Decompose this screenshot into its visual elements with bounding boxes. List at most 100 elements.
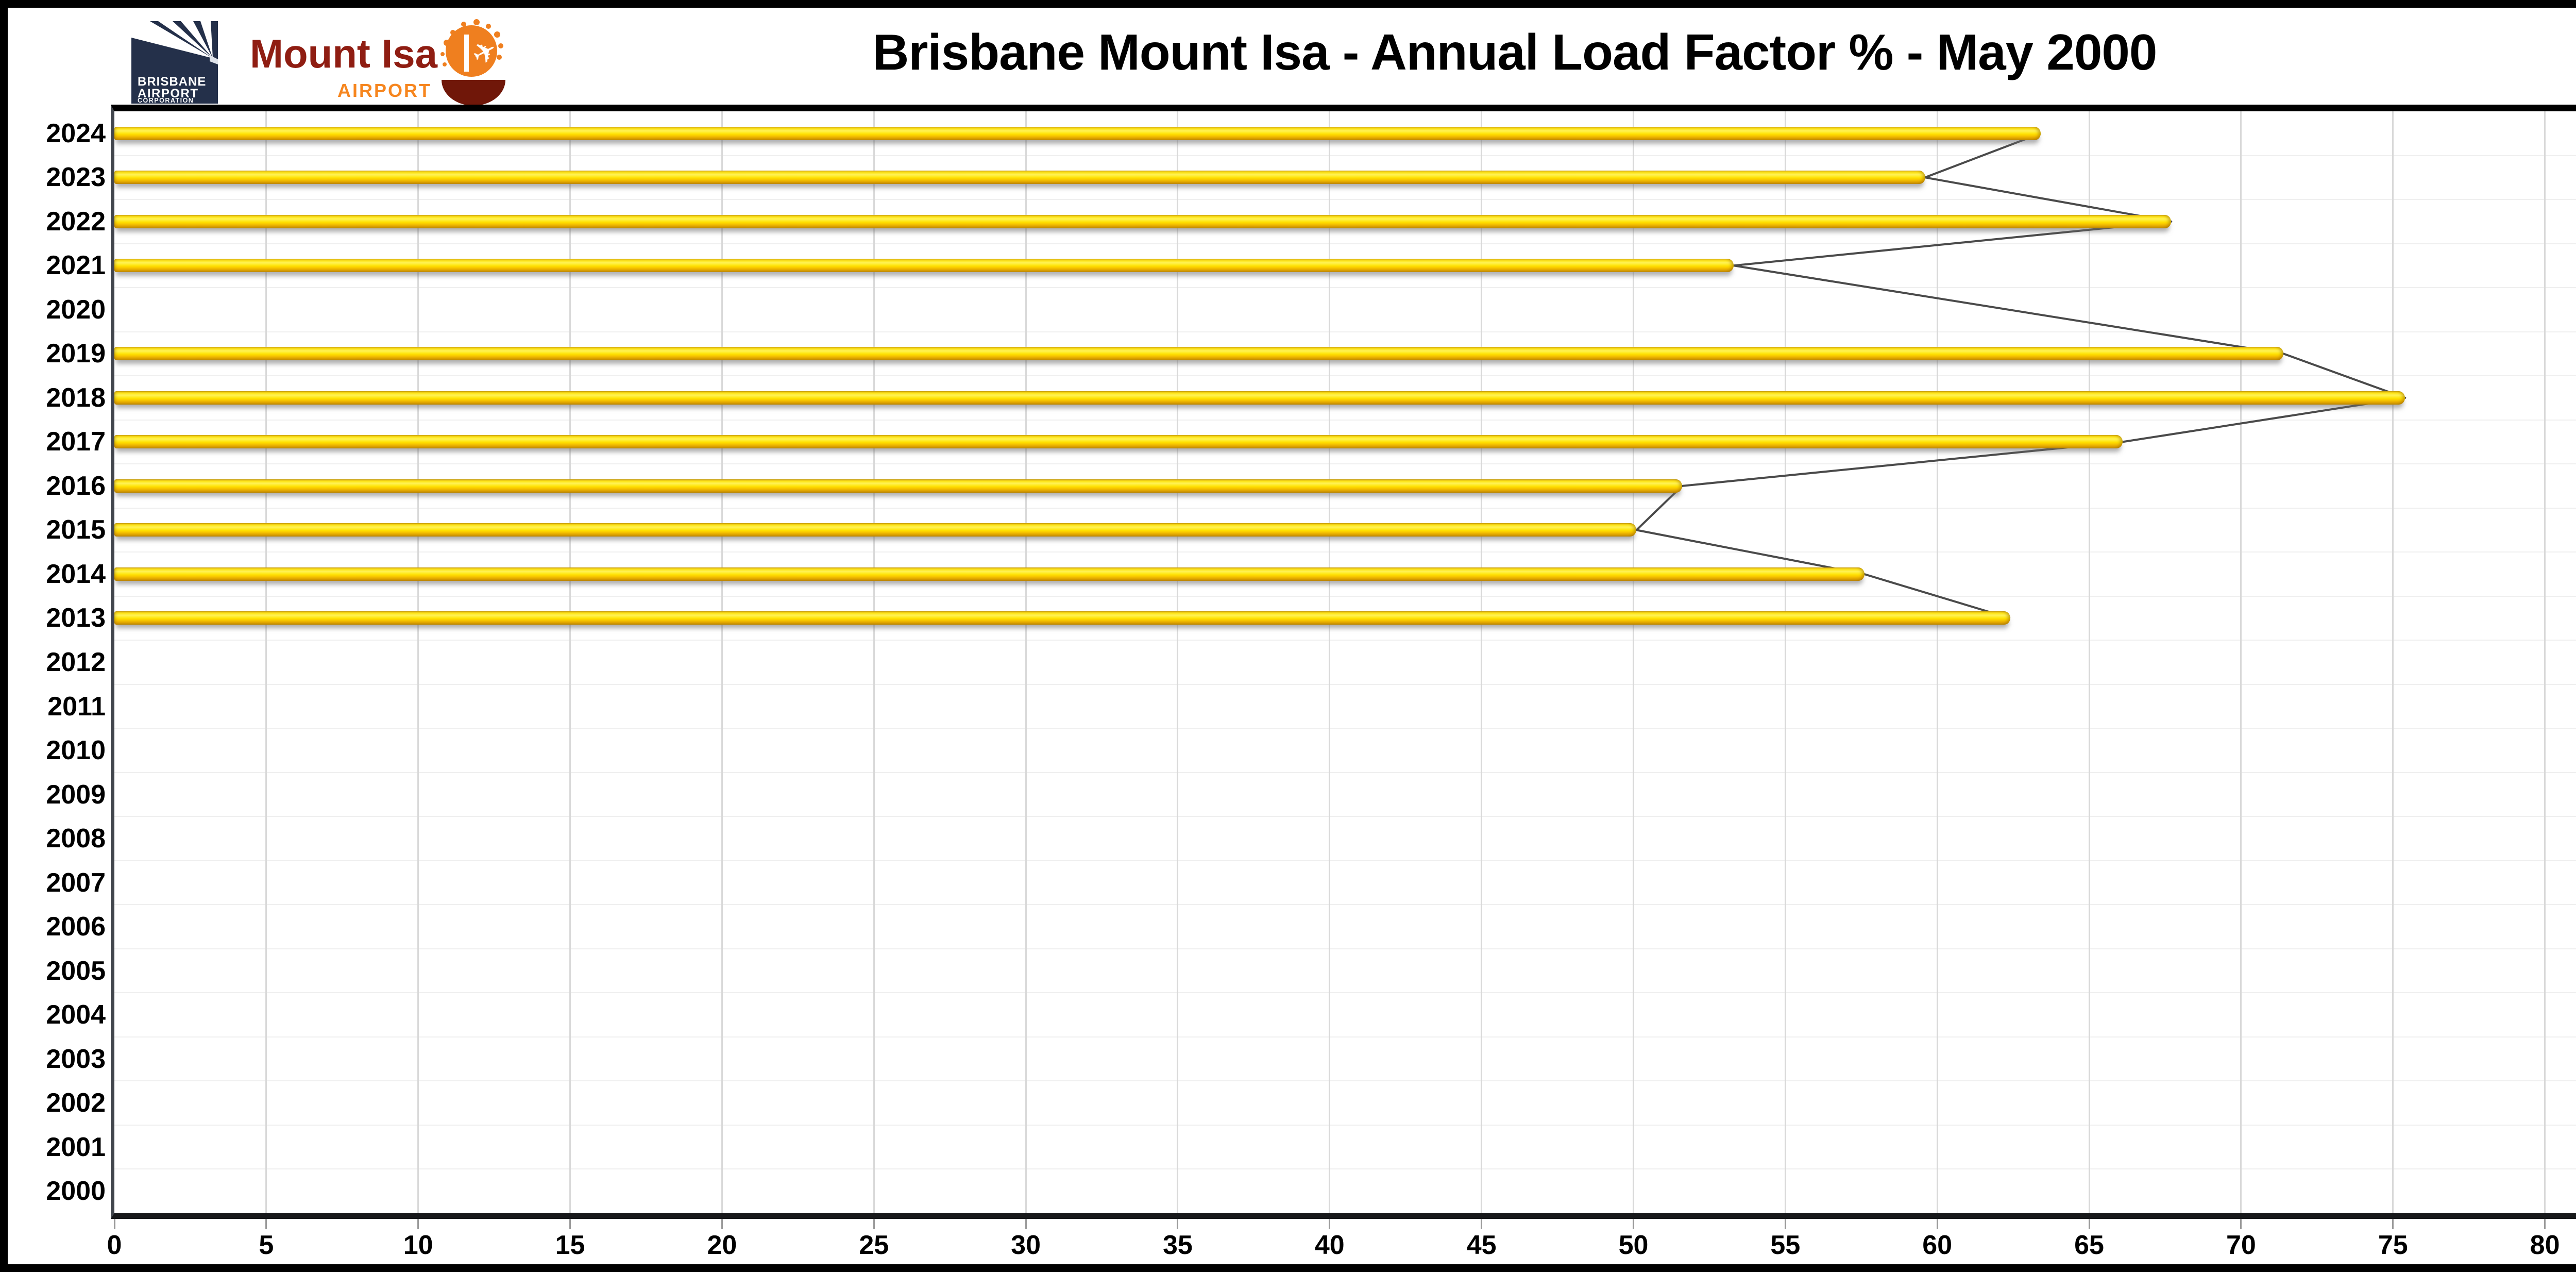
vertical-gridline: [721, 111, 723, 1213]
row-gridline: [114, 992, 2576, 994]
vertical-gridline: [417, 111, 419, 1213]
mount-isa-sun-icon: ✈: [435, 19, 513, 109]
row-gridline: [114, 728, 2576, 729]
bar-2015: [114, 523, 1637, 537]
x-label-55: 55: [1770, 1230, 1801, 1260]
plot-area: [111, 105, 2576, 1219]
row-gridline: [114, 595, 2576, 597]
row-gridline: [114, 816, 2576, 817]
row-gridline: [114, 375, 2576, 377]
x-label-65: 65: [2074, 1230, 2104, 1260]
bar-2018: [114, 391, 2405, 405]
x-tick-mark: [2240, 1219, 2242, 1229]
x-label-20: 20: [707, 1230, 737, 1260]
bar-2023: [114, 171, 1925, 185]
bar-2022: [114, 214, 2172, 228]
x-label-70: 70: [2226, 1230, 2256, 1260]
x-label-50: 50: [1618, 1230, 1649, 1260]
page-title: Brisbane Mount Isa - Annual Load Factor …: [872, 24, 2158, 80]
y-label-2023: 2023: [46, 162, 106, 193]
vertical-gridline: [2392, 111, 2394, 1213]
y-label-2019: 2019: [46, 339, 106, 369]
brisbane-airport-corporation-logo: BRISBANE AIRPORT CORPORATION: [131, 21, 218, 104]
x-label-10: 10: [403, 1230, 433, 1260]
x-tick-mark: [1633, 1219, 1634, 1229]
bar-2014: [114, 567, 1865, 581]
vertical-gridline: [1784, 111, 1786, 1213]
x-tick-mark: [265, 1219, 267, 1229]
x-label-80: 80: [2530, 1230, 2560, 1260]
x-label-0: 0: [107, 1230, 122, 1260]
plot-inner: [114, 111, 2576, 1213]
row-gridline: [114, 1168, 2576, 1170]
y-label-2000: 2000: [46, 1176, 106, 1207]
y-label-2007: 2007: [46, 867, 106, 898]
bar-2013: [114, 611, 2010, 625]
y-label-2006: 2006: [46, 912, 106, 942]
row-gridline: [114, 287, 2576, 289]
row-gridline: [114, 155, 2576, 156]
series-line: [1635, 132, 2406, 620]
y-label-2020: 2020: [46, 294, 106, 325]
bar-2017: [114, 435, 2123, 449]
y-label-2017: 2017: [46, 427, 106, 457]
vertical-gridline: [2088, 111, 2090, 1213]
row-gridline: [114, 419, 2576, 421]
x-label-40: 40: [1314, 1230, 1345, 1260]
x-tick-mark: [1025, 1219, 1027, 1229]
vertical-gridline: [1177, 111, 1179, 1213]
y-label-2015: 2015: [46, 515, 106, 545]
row-gridline: [114, 331, 2576, 332]
y-label-2013: 2013: [46, 603, 106, 633]
y-label-2021: 2021: [46, 250, 106, 281]
bac-logo-line1: BRISBANE: [138, 75, 206, 89]
y-label-2010: 2010: [46, 735, 106, 766]
y-label-2018: 2018: [46, 382, 106, 413]
x-tick-mark: [569, 1219, 571, 1229]
y-label-2002: 2002: [46, 1088, 106, 1118]
y-label-2011: 2011: [47, 691, 106, 722]
row-gridline: [114, 772, 2576, 773]
vertical-gridline: [2240, 111, 2242, 1213]
vertical-gridline: [1936, 111, 1938, 1213]
y-label-2012: 2012: [46, 647, 106, 677]
x-label-30: 30: [1011, 1230, 1041, 1260]
bar-2021: [114, 259, 1734, 273]
x-label-25: 25: [859, 1230, 889, 1260]
x-tick-mark: [1481, 1219, 1483, 1229]
y-label-2003: 2003: [46, 1044, 106, 1074]
vertical-gridline: [2544, 111, 2546, 1213]
row-gridline: [114, 463, 2576, 465]
x-label-5: 5: [259, 1230, 274, 1260]
vertical-gridline: [1633, 111, 1634, 1213]
x-tick-mark: [873, 1219, 875, 1229]
x-tick-mark: [1177, 1219, 1179, 1229]
y-label-2008: 2008: [46, 824, 106, 854]
x-tick-mark: [113, 1219, 115, 1229]
x-tick-mark: [1329, 1219, 1331, 1229]
y-label-2022: 2022: [46, 206, 106, 237]
bar-2024: [114, 126, 2041, 140]
row-gridline: [114, 948, 2576, 949]
row-gridline: [114, 243, 2576, 244]
bac-logo-line3: CORPORATION: [138, 97, 194, 104]
x-tick-mark: [2088, 1219, 2090, 1229]
bac-logo-icon: BRISBANE AIRPORT CORPORATION: [131, 21, 218, 104]
row-gridline: [114, 640, 2576, 641]
row-gridline: [114, 904, 2576, 906]
y-label-2014: 2014: [46, 559, 106, 589]
x-tick-mark: [2392, 1219, 2394, 1229]
mount-isa-airport-logo: Mount Isa AIRPORT ✈: [250, 19, 518, 107]
y-label-2001: 2001: [46, 1132, 106, 1162]
vertical-gridline: [1481, 111, 1483, 1213]
row-gridline: [114, 551, 2576, 553]
vertical-gridline: [265, 111, 267, 1213]
x-tick-mark: [1936, 1219, 1938, 1229]
x-tick-mark: [2544, 1219, 2546, 1229]
y-label-2005: 2005: [46, 956, 106, 986]
y-label-2009: 2009: [46, 779, 106, 810]
y-label-2004: 2004: [46, 1000, 106, 1030]
row-gridline: [114, 507, 2576, 509]
x-tick-mark: [721, 1219, 723, 1229]
